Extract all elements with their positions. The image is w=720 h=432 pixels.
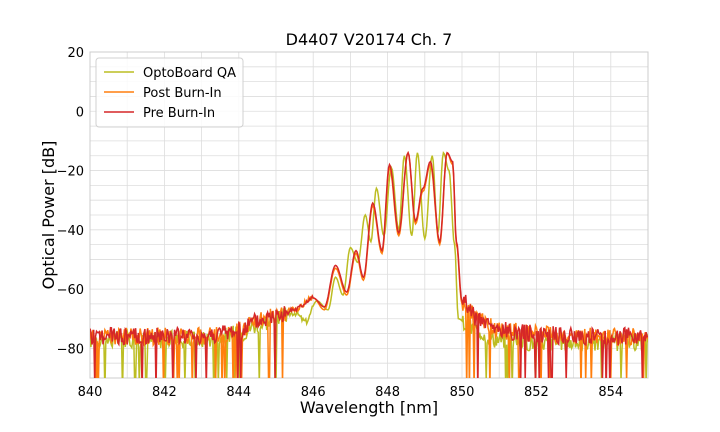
x-tick-label: 844 bbox=[226, 385, 251, 400]
series-line-pre-burn-in bbox=[90, 150, 648, 378]
y-tick-label: −20 bbox=[57, 165, 84, 180]
legend-label-post-burn-in: Post Burn-In bbox=[143, 86, 222, 101]
x-tick-label: 840 bbox=[78, 385, 103, 400]
legend-label-pre-burn-in: Pre Burn-In bbox=[143, 106, 215, 121]
legend-box bbox=[95, 57, 244, 128]
x-tick-label: 852 bbox=[524, 385, 549, 400]
y-axis-label: Optical Power [dB] bbox=[39, 141, 58, 290]
x-axis-label: Wavelength [nm] bbox=[300, 398, 438, 417]
y-tick-label: −40 bbox=[57, 224, 84, 239]
x-tick-label: 842 bbox=[152, 385, 177, 400]
series-layer bbox=[90, 150, 648, 378]
x-tick-label: 850 bbox=[450, 385, 475, 400]
legend-label-optoboard-qa: OptoBoard QA bbox=[143, 66, 236, 81]
ticks: 840 842 844 846 848 850 852 854 20 0 −20 −40 −60 −80 bbox=[57, 46, 624, 400]
x-tick-label: 846 bbox=[301, 385, 326, 400]
x-tick-label: 854 bbox=[598, 385, 623, 400]
y-tick-label: 20 bbox=[67, 46, 84, 61]
y-tick-label: −80 bbox=[57, 342, 84, 357]
plot-area bbox=[89, 51, 649, 379]
chart-title: D4407 V20174 Ch. 7 bbox=[286, 30, 453, 49]
y-tick-label: −60 bbox=[57, 283, 84, 298]
x-tick-label: 848 bbox=[375, 385, 400, 400]
legend: OptoBoard QA Post Burn-In Pre Burn-In bbox=[95, 57, 244, 128]
y-tick-label: 0 bbox=[76, 105, 84, 120]
